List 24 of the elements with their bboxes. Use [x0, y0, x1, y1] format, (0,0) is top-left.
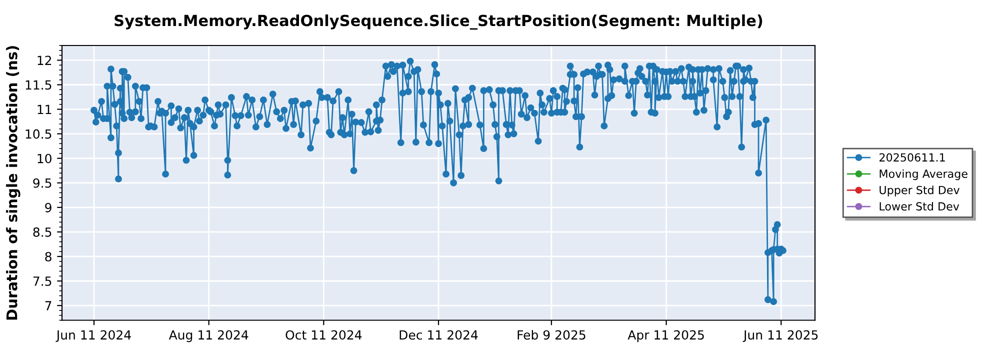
x-tick-label: Jun 11 2024	[56, 330, 131, 342]
legend-label: 20250611.1	[880, 153, 945, 162]
y-tick-label: 10	[38, 154, 52, 164]
y-tick-label: 9.5	[33, 178, 52, 188]
y-axis-title: Duration of single invocation (ns)	[6, 46, 20, 320]
y-tick-label: 8	[45, 252, 52, 262]
legend-label: Upper Std Dev	[880, 186, 960, 196]
y-tick-label: 11.5	[26, 80, 52, 90]
y-tick-label: 11	[38, 104, 52, 114]
x-tick-label: Apr 11 2025	[628, 330, 704, 342]
x-tick-label: Aug 11 2024	[168, 330, 248, 342]
y-tick-label: 8.5	[33, 227, 52, 237]
x-tick-label: Feb 9 2025	[518, 330, 586, 340]
y-tick-label: 7.5	[33, 276, 52, 286]
y-tick-label: 12	[38, 56, 52, 65]
y-tick-label: 9	[45, 202, 52, 212]
y-tick-label: 7	[45, 301, 52, 310]
x-tick-label: Oct 11 2024	[286, 330, 362, 340]
y-tick-label: 10.5	[26, 129, 52, 139]
x-tick-label: Dec 11 2024	[400, 330, 478, 340]
legend-label: Lower Std Dev	[880, 202, 960, 211]
chart-title: System.Memory.ReadOnlySequence.Slice_StartPosition(Segment: Multiple)	[114, 14, 762, 30]
legend-label: Moving Average	[880, 169, 968, 180]
x-tick-label: Jun 11 2025	[742, 330, 818, 342]
